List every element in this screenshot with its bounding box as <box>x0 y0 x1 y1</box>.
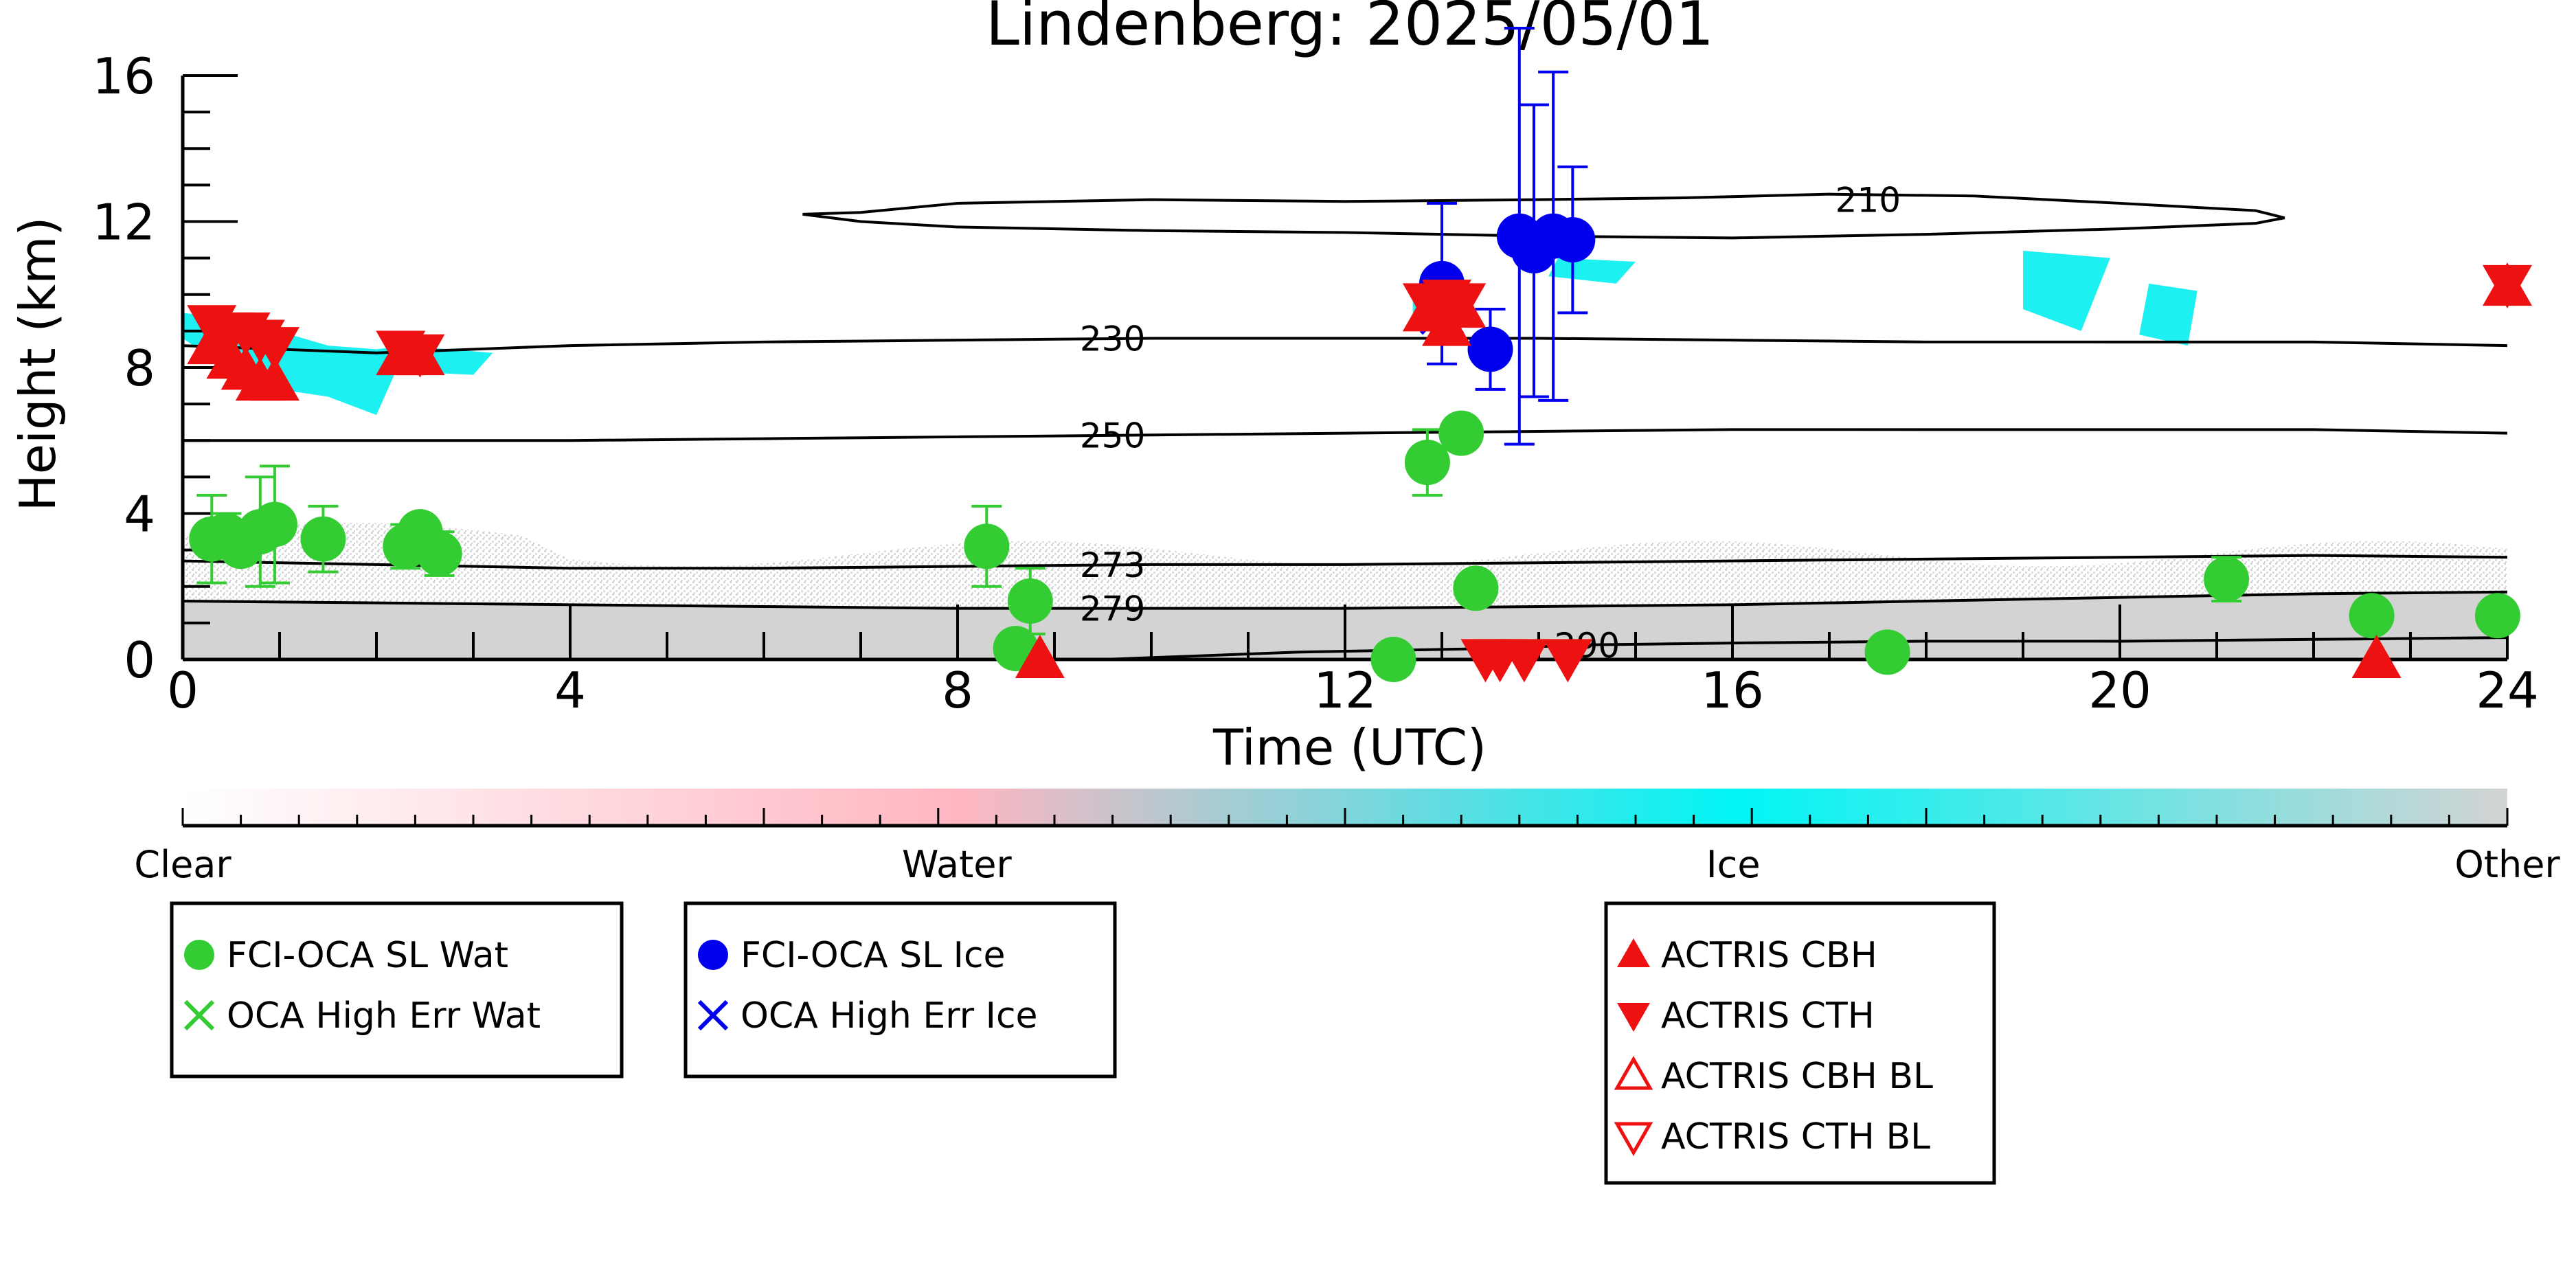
legend-entry: ACTRIS CBH <box>1661 935 1877 976</box>
data-point <box>964 523 1010 569</box>
x-tick-label: 16 <box>1701 662 1764 719</box>
legend-box-3 <box>1604 901 1996 1185</box>
series-actris-cth <box>187 264 2532 683</box>
data-point <box>249 357 300 401</box>
legend-marker <box>697 999 729 1031</box>
x-tick-label: 12 <box>1313 662 1377 719</box>
data-point <box>2483 264 2532 308</box>
legend-entry: OCA High Err Ice <box>741 995 1038 1037</box>
legend-entry: ACTRIS CBH BL <box>1661 1056 1933 1097</box>
data-point <box>1438 410 1484 456</box>
legend-entry: FCI-OCA SL Wat <box>227 935 508 976</box>
contour-label-210: 210 <box>1835 181 1901 221</box>
data-point <box>1543 639 1593 683</box>
legend-entry: ACTRIS CTH <box>1661 995 1875 1037</box>
legend-entry: OCA High Err Wat <box>227 995 541 1037</box>
data-point <box>1499 639 1549 683</box>
data-point <box>1864 629 1910 675</box>
y-tick-label: 4 <box>124 486 155 543</box>
colorbar-label-ice: Ice <box>1706 843 1761 886</box>
legend-marker <box>1617 938 1650 967</box>
data-point <box>395 334 445 378</box>
data-point <box>1370 637 1416 682</box>
data-point <box>1550 217 1596 263</box>
data-point <box>2351 635 2402 678</box>
colorbar-label-clear: Clear <box>134 843 231 886</box>
data-point <box>249 327 300 371</box>
x-tick-label: 4 <box>554 662 586 719</box>
y-axis-label: Height (km) <box>9 217 67 512</box>
data-point <box>1007 578 1053 624</box>
data-point <box>2349 593 2395 639</box>
x-tick-label: 0 <box>167 662 199 719</box>
contour-label-230: 230 <box>1080 319 1145 359</box>
y-tick-label: 16 <box>92 47 155 105</box>
colorbar-label-other: Other <box>2454 843 2560 886</box>
contour-210 <box>802 192 2285 240</box>
series-fci-oca-sl-wat <box>189 410 2520 682</box>
colorbar: Clear Water Ice Other <box>134 789 2560 886</box>
data-point <box>1015 635 1065 678</box>
data-point <box>1404 440 1450 486</box>
data-point <box>251 501 297 547</box>
contour-273 <box>182 554 2508 570</box>
legend-marker <box>1614 1055 1653 1090</box>
ice-mask-4 <box>2139 283 2197 346</box>
legend-marker <box>184 940 214 970</box>
data-point <box>416 530 462 576</box>
x-tick-label: 20 <box>2088 662 2151 719</box>
legend-marker <box>1614 1122 1653 1157</box>
contour-label-250: 250 <box>1080 416 1145 455</box>
contour-label-279: 279 <box>1080 589 1145 629</box>
series-fci-oca-sl-ice <box>1419 26 1596 446</box>
x-tick-label: 24 <box>2476 662 2539 719</box>
contour-230 <box>182 337 2508 354</box>
legend-marker <box>1617 1003 1650 1032</box>
data-point <box>2474 593 2520 639</box>
plot-area: 210230250273279290048121604812162024 <box>92 26 2539 719</box>
y-tick-label: 12 <box>92 194 155 251</box>
x-tick-label: 8 <box>942 662 973 719</box>
legend-marker <box>183 999 215 1031</box>
y-tick-label: 8 <box>124 339 155 397</box>
data-point <box>300 516 346 562</box>
data-point <box>1467 326 1513 372</box>
legend-box-2 <box>683 901 1117 1078</box>
y-tick-label: 0 <box>124 631 155 689</box>
legend-box-1 <box>170 901 624 1078</box>
chart-title: Lindenberg: 2025/05/01 <box>986 0 1714 59</box>
data-point <box>1436 283 1487 327</box>
ice-mask-2 <box>1548 258 1636 284</box>
colorbar-label-water: Water <box>902 843 1012 886</box>
data-point <box>2204 556 2250 602</box>
legends: FCI-OCA SL Wat OCA High Err Wat FCI-OCA SL… <box>170 901 1996 1185</box>
x-axis-label: Time (UTC) <box>1212 719 1487 776</box>
legend-entry: ACTRIS CTH BL <box>1661 1116 1930 1157</box>
legend-marker <box>698 940 728 970</box>
ice-mask-3 <box>2023 251 2110 331</box>
data-point <box>1453 565 1499 611</box>
contour-250 <box>183 428 2508 442</box>
legend-entry: FCI-OCA SL Ice <box>741 935 1006 976</box>
contour-label-273: 273 <box>1080 545 1145 585</box>
